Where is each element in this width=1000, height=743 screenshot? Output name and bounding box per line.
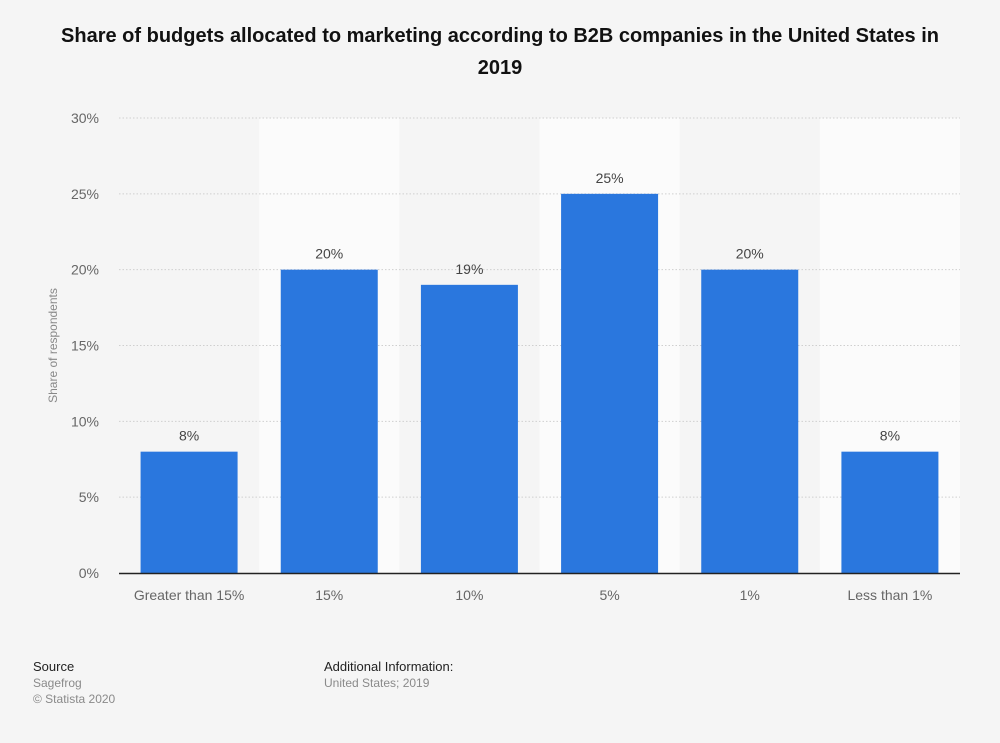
data-label: 20% [315,246,343,262]
bar [280,269,378,573]
x-tick-label: Greater than 15% [134,587,245,603]
additional-info-block: Additional Information: United States; 2… [324,658,453,691]
bar-chart: 0% 5% 10% 15% 20% 25% 30% Share of respondents 8… [46,110,960,603]
data-label: 25% [596,170,624,186]
bar [561,193,659,574]
y-tick-label: 15% [71,338,99,354]
y-tick-label: 10% [71,413,99,429]
source-heading: Source [33,659,75,674]
x-tick-label: 5% [599,587,619,603]
additional-info-heading: Additional Information: [324,659,454,674]
x-tick-label: 10% [455,587,483,603]
bar [420,284,518,573]
chart-title: Share of budgets allocated to marketing … [61,25,939,79]
y-axis-label: Share of respondents [46,288,60,403]
bar [140,451,238,573]
data-label: 20% [736,246,764,262]
bar [841,451,939,573]
y-tick-label: 30% [71,110,99,126]
source-block: Source Sagefrog © Statista 2020 [33,658,115,707]
bar [701,269,799,573]
y-tick-label: 20% [71,262,99,278]
data-label: 19% [455,261,483,277]
source-line: Sagefrog [33,676,82,690]
y-tick-label: 0% [79,565,99,581]
y-tick-label: 25% [71,186,99,202]
x-tick-label: 1% [740,587,760,603]
x-tick-label: Less than 1% [847,587,932,603]
data-label: 8% [179,428,199,444]
additional-info-line: United States; 2019 [324,676,430,690]
copyright-line: © Statista 2020 [33,692,116,706]
data-label: 8% [880,428,900,444]
y-tick-label: 5% [79,489,99,505]
x-tick-label: 15% [315,587,343,603]
